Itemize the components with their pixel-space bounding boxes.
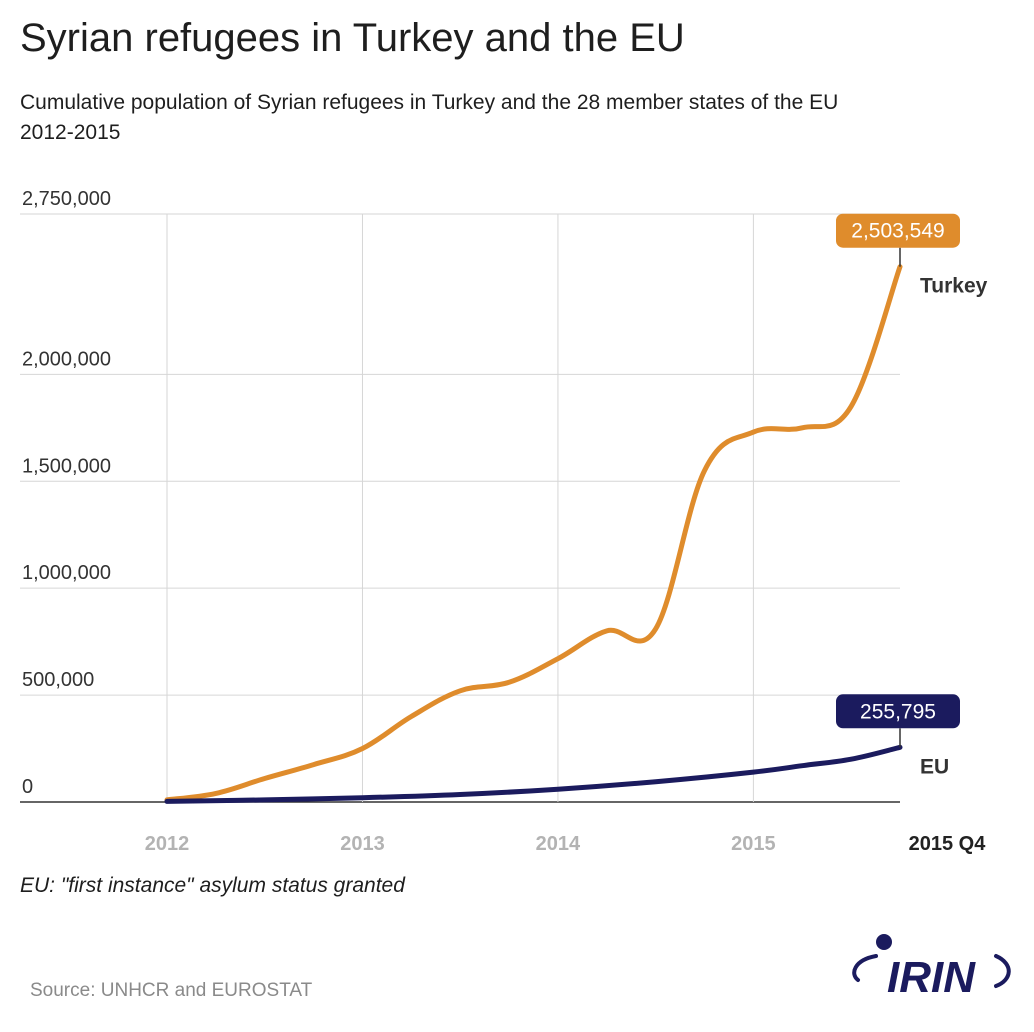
source-note: Source: UNHCR and EUROSTAT	[30, 980, 313, 1001]
eu-end-value-label: 255,795	[860, 700, 936, 723]
turkey-series-line	[164, 264, 903, 803]
irin-logo-icon: IRIN	[852, 934, 1011, 1002]
y-tick-label: 1,500,000	[22, 455, 111, 477]
footnote: EU: "first instance" asylum status grant…	[20, 874, 405, 897]
y-tick-label: 1,000,000	[22, 562, 111, 584]
subtitle-line-2: 2012-2015	[20, 121, 121, 144]
eu-series-line	[164, 744, 903, 804]
y-tick-label: 2,000,000	[22, 348, 111, 370]
x-tick-label: 2015	[731, 833, 776, 855]
turkey-series-label: Turkey	[920, 275, 988, 298]
eu-series-label: EU	[920, 755, 949, 778]
label-layer: 0 500,000 1,000,000 1,500,000 2,000,000 2,750…	[22, 188, 988, 855]
irin-logo-text: IRIN	[887, 953, 976, 1002]
irin-logo-swoosh	[852, 954, 1011, 988]
x-tick-label: 2013	[340, 833, 385, 855]
series-layer	[164, 264, 903, 804]
eu-callout-box	[836, 694, 960, 729]
chart-subtitle: Cumulative population of Syrian refugees…	[20, 88, 1010, 148]
y-tick-label: 500,000	[22, 669, 94, 691]
y-tick-label: 0	[22, 776, 33, 798]
turkey-end-value-label: 2,503,549	[851, 220, 944, 243]
y-tick-label: 2,750,000	[22, 188, 111, 210]
chart-title: Syrian refugees in Turkey and the EU	[20, 16, 685, 60]
grid-layer	[20, 213, 900, 803]
irin-logo-dot	[876, 934, 892, 950]
x-tick-label: 2014	[536, 833, 581, 855]
x-tick-label: 2015 Q4	[909, 833, 987, 855]
subtitle-line-1: Cumulative population of Syrian refugees…	[20, 91, 839, 114]
line-chart: 0 500,000 1,000,000 1,500,000 2,000,000 2,750…	[20, 188, 988, 855]
turkey-callout-box	[836, 213, 960, 248]
x-tick-label: 2012	[145, 833, 190, 855]
